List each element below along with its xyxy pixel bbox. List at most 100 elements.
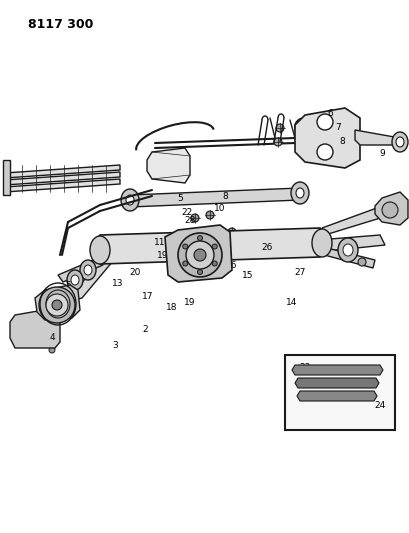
Text: 28: 28: [184, 215, 195, 224]
Text: 4: 4: [49, 334, 55, 343]
Text: 18: 18: [166, 303, 178, 311]
Circle shape: [273, 138, 281, 146]
Circle shape: [197, 236, 202, 240]
Polygon shape: [127, 188, 302, 207]
Circle shape: [15, 320, 25, 330]
Polygon shape: [35, 285, 80, 320]
Circle shape: [16, 336, 24, 344]
Circle shape: [196, 271, 203, 279]
Polygon shape: [312, 245, 374, 268]
Polygon shape: [164, 225, 231, 282]
Text: 12: 12: [177, 229, 188, 238]
Polygon shape: [291, 365, 382, 375]
Polygon shape: [374, 192, 407, 225]
Ellipse shape: [67, 270, 83, 290]
Polygon shape: [95, 250, 157, 262]
Polygon shape: [5, 165, 120, 178]
Text: 11: 11: [154, 238, 165, 246]
Circle shape: [357, 258, 365, 266]
Ellipse shape: [80, 260, 96, 280]
Ellipse shape: [126, 195, 134, 205]
Text: 6: 6: [326, 109, 332, 117]
Polygon shape: [321, 205, 389, 235]
Circle shape: [46, 316, 54, 324]
Text: 4: 4: [215, 230, 220, 239]
Text: 20: 20: [129, 268, 140, 277]
Circle shape: [52, 300, 62, 310]
Text: 5: 5: [65, 280, 71, 289]
Polygon shape: [294, 378, 378, 388]
Text: 10: 10: [214, 204, 225, 213]
Circle shape: [161, 236, 169, 244]
Ellipse shape: [90, 236, 110, 264]
Text: 2: 2: [142, 326, 148, 335]
Ellipse shape: [342, 244, 352, 256]
Polygon shape: [218, 233, 311, 247]
Circle shape: [197, 270, 202, 274]
Circle shape: [182, 244, 187, 249]
Ellipse shape: [290, 182, 308, 204]
Polygon shape: [5, 172, 120, 185]
Polygon shape: [100, 235, 198, 248]
Text: 14: 14: [285, 297, 297, 306]
Circle shape: [39, 287, 75, 323]
Ellipse shape: [121, 189, 139, 211]
Circle shape: [381, 202, 397, 218]
Ellipse shape: [395, 137, 403, 147]
Polygon shape: [95, 228, 324, 264]
Text: 7: 7: [334, 123, 340, 132]
Polygon shape: [354, 130, 402, 145]
Polygon shape: [296, 391, 376, 401]
Bar: [284, 355, 394, 430]
Polygon shape: [3, 160, 10, 195]
Circle shape: [178, 233, 221, 277]
Circle shape: [182, 261, 187, 266]
Circle shape: [316, 114, 332, 130]
Circle shape: [46, 336, 54, 344]
Polygon shape: [10, 308, 60, 348]
Circle shape: [212, 261, 217, 266]
Ellipse shape: [337, 238, 357, 262]
Circle shape: [46, 294, 68, 316]
Polygon shape: [147, 148, 189, 183]
Polygon shape: [5, 179, 120, 192]
Text: 3: 3: [112, 341, 118, 350]
Ellipse shape: [295, 188, 303, 198]
Text: 19: 19: [157, 251, 169, 260]
Text: 9: 9: [378, 149, 384, 157]
Circle shape: [316, 144, 332, 160]
Circle shape: [275, 124, 283, 132]
Polygon shape: [58, 258, 103, 282]
Text: 27: 27: [294, 268, 305, 277]
Text: 1: 1: [195, 268, 200, 277]
Text: 5: 5: [177, 193, 182, 203]
Text: 8117 300: 8117 300: [28, 18, 93, 31]
Circle shape: [212, 244, 217, 249]
Ellipse shape: [71, 275, 79, 285]
Ellipse shape: [84, 265, 92, 275]
Text: 26: 26: [261, 243, 272, 252]
Circle shape: [206, 266, 213, 273]
Circle shape: [186, 241, 213, 269]
Polygon shape: [317, 235, 384, 252]
Text: 15: 15: [242, 271, 253, 279]
Circle shape: [205, 211, 213, 219]
Text: 22: 22: [181, 207, 192, 216]
Text: 24: 24: [373, 400, 385, 409]
Text: 13: 13: [112, 279, 124, 287]
Text: 19: 19: [184, 297, 195, 306]
Ellipse shape: [311, 229, 331, 257]
Ellipse shape: [391, 132, 407, 152]
Circle shape: [227, 228, 236, 236]
Circle shape: [191, 214, 198, 222]
Polygon shape: [294, 108, 359, 168]
Text: 8: 8: [222, 191, 227, 200]
Circle shape: [49, 347, 55, 353]
Text: 17: 17: [142, 292, 153, 301]
Text: 23: 23: [299, 364, 310, 373]
Text: 16: 16: [226, 261, 237, 270]
Circle shape: [193, 249, 205, 261]
Polygon shape: [65, 252, 118, 302]
Text: 25: 25: [202, 233, 213, 243]
Text: 8: 8: [338, 136, 344, 146]
